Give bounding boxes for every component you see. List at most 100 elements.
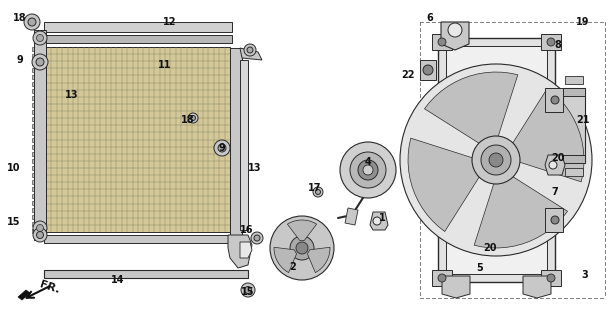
Circle shape bbox=[190, 116, 196, 121]
Polygon shape bbox=[424, 72, 518, 145]
Text: 19: 19 bbox=[576, 17, 590, 27]
Circle shape bbox=[481, 145, 511, 175]
Circle shape bbox=[28, 18, 36, 26]
Text: 7: 7 bbox=[551, 187, 558, 197]
Circle shape bbox=[214, 140, 230, 156]
Circle shape bbox=[24, 14, 40, 30]
Polygon shape bbox=[523, 276, 551, 298]
Polygon shape bbox=[32, 138, 46, 142]
Polygon shape bbox=[32, 103, 46, 107]
Polygon shape bbox=[32, 159, 46, 163]
Circle shape bbox=[188, 113, 198, 123]
Circle shape bbox=[363, 165, 373, 175]
Text: 16: 16 bbox=[240, 225, 254, 235]
Circle shape bbox=[33, 221, 47, 235]
Polygon shape bbox=[32, 96, 46, 100]
Polygon shape bbox=[32, 82, 46, 86]
Circle shape bbox=[244, 286, 252, 293]
Polygon shape bbox=[565, 168, 583, 176]
Text: 20: 20 bbox=[551, 153, 565, 163]
Polygon shape bbox=[420, 60, 436, 80]
Text: 20: 20 bbox=[483, 243, 497, 253]
Text: 4: 4 bbox=[365, 157, 371, 167]
Circle shape bbox=[218, 144, 226, 152]
Polygon shape bbox=[541, 270, 561, 286]
Text: 13: 13 bbox=[248, 163, 262, 173]
Text: 5: 5 bbox=[477, 263, 483, 273]
Polygon shape bbox=[32, 124, 46, 128]
Circle shape bbox=[241, 283, 255, 297]
Polygon shape bbox=[32, 75, 46, 79]
Polygon shape bbox=[438, 38, 555, 282]
Circle shape bbox=[547, 38, 555, 46]
Polygon shape bbox=[545, 155, 565, 175]
Text: 15: 15 bbox=[241, 287, 255, 297]
Polygon shape bbox=[563, 155, 585, 163]
Polygon shape bbox=[32, 215, 46, 219]
Text: FR.: FR. bbox=[38, 279, 61, 295]
Circle shape bbox=[358, 160, 378, 180]
Polygon shape bbox=[545, 208, 563, 232]
Circle shape bbox=[438, 38, 446, 46]
Text: 9: 9 bbox=[16, 55, 23, 65]
Polygon shape bbox=[32, 89, 46, 93]
Polygon shape bbox=[563, 88, 585, 163]
Polygon shape bbox=[44, 270, 248, 278]
Circle shape bbox=[551, 96, 559, 104]
Circle shape bbox=[270, 216, 334, 280]
Circle shape bbox=[400, 64, 592, 256]
Circle shape bbox=[547, 274, 555, 282]
Polygon shape bbox=[545, 88, 563, 112]
Polygon shape bbox=[288, 220, 317, 240]
Polygon shape bbox=[228, 235, 252, 268]
Polygon shape bbox=[18, 290, 30, 300]
Circle shape bbox=[254, 235, 260, 241]
Polygon shape bbox=[511, 88, 584, 182]
Text: 1: 1 bbox=[379, 213, 385, 223]
Text: 8: 8 bbox=[554, 40, 561, 50]
Polygon shape bbox=[32, 110, 46, 114]
Circle shape bbox=[290, 236, 314, 260]
Text: 12: 12 bbox=[164, 17, 177, 27]
Circle shape bbox=[247, 47, 253, 53]
Text: 15: 15 bbox=[7, 217, 21, 227]
Polygon shape bbox=[32, 68, 46, 72]
Circle shape bbox=[36, 58, 44, 66]
Text: 21: 21 bbox=[576, 115, 590, 125]
Text: 3: 3 bbox=[582, 270, 589, 280]
Circle shape bbox=[549, 161, 557, 169]
Circle shape bbox=[316, 189, 320, 195]
Polygon shape bbox=[32, 152, 46, 156]
Polygon shape bbox=[441, 22, 469, 50]
Circle shape bbox=[33, 228, 47, 242]
Polygon shape bbox=[240, 242, 252, 258]
Polygon shape bbox=[32, 208, 46, 212]
Polygon shape bbox=[44, 22, 232, 32]
Circle shape bbox=[438, 274, 446, 282]
Circle shape bbox=[36, 231, 44, 238]
Polygon shape bbox=[32, 145, 46, 149]
Circle shape bbox=[551, 216, 559, 224]
Polygon shape bbox=[32, 61, 46, 65]
Text: 13: 13 bbox=[65, 90, 79, 100]
Polygon shape bbox=[32, 173, 46, 177]
Polygon shape bbox=[442, 276, 470, 298]
Text: 9: 9 bbox=[219, 143, 226, 153]
Polygon shape bbox=[274, 247, 297, 273]
Polygon shape bbox=[32, 229, 46, 233]
Polygon shape bbox=[44, 235, 232, 243]
Polygon shape bbox=[345, 208, 358, 225]
Circle shape bbox=[489, 153, 503, 167]
Polygon shape bbox=[446, 46, 547, 274]
Polygon shape bbox=[370, 212, 388, 230]
Polygon shape bbox=[32, 54, 46, 58]
Circle shape bbox=[36, 225, 44, 231]
Polygon shape bbox=[44, 35, 232, 43]
Text: 2: 2 bbox=[289, 262, 296, 272]
Circle shape bbox=[244, 44, 256, 56]
Polygon shape bbox=[408, 138, 482, 232]
Polygon shape bbox=[565, 76, 583, 84]
Polygon shape bbox=[32, 187, 46, 191]
Circle shape bbox=[472, 136, 520, 184]
Circle shape bbox=[32, 54, 48, 70]
